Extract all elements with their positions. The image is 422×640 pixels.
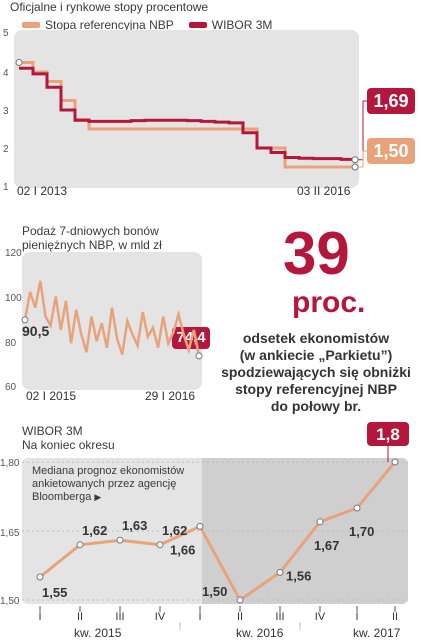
nbp-legend-label: Stopa referencyjna NBP: [45, 18, 174, 32]
stat-unit: proc.: [292, 286, 366, 319]
chart3-data-label: 1,70: [349, 524, 374, 539]
chart3-xtick-label: III: [275, 611, 284, 623]
chart3-data-label: 1,56: [286, 568, 311, 583]
chart3-ytick: 1,65: [0, 528, 20, 539]
chart3-xtick-label: I: [355, 611, 358, 623]
chart2-ytick: 80: [5, 338, 17, 349]
chart3-xtick-label: II: [237, 611, 243, 623]
chart3-point: [36, 573, 44, 581]
chart3-ytick: 1,80: [0, 458, 20, 469]
stat-caption-line: stopy referencyjnej NBP: [235, 381, 397, 397]
chart3-group-label: kw. 2017: [353, 626, 401, 640]
chart1-ytick: 3: [3, 106, 9, 117]
chart1-legend: Stopa referencyjna NBP WIBOR 3M: [22, 18, 272, 32]
wibor-end-leader: [355, 100, 367, 161]
chart1-start-point: [15, 59, 23, 66]
chart1-ytick: 2: [3, 144, 9, 155]
chart3-point: [196, 522, 204, 530]
chart3-point: [76, 541, 84, 549]
wibor-series-line: [19, 66, 357, 161]
chart2-start-label: 90,5: [22, 323, 50, 339]
chart3-data-label: 1,55: [42, 585, 67, 600]
chart3-end-badge: [367, 422, 409, 446]
chart1-xlabel-start: 02 I 2013: [17, 184, 68, 198]
chart3-end-badge-label: 1,8: [376, 425, 400, 444]
chart3-xtick-label: I: [38, 611, 41, 623]
chart3-point: [353, 504, 361, 512]
chart1-xlabel-end: 03 II 2016: [297, 184, 351, 198]
chart2-ytick: 100: [5, 293, 22, 304]
stat-caption-line: do połowy br.: [270, 398, 362, 414]
stat-caption-line: odsetek ekonomistów: [242, 330, 390, 346]
chart1-ytick: 4: [3, 68, 9, 79]
wibor-legend-label: WIBOR 3M: [211, 18, 273, 32]
chart3-data-label: 1,63: [122, 518, 147, 533]
chart3-group-label: kw. 2015: [74, 626, 122, 640]
chart3-xtick-label: II: [392, 611, 398, 623]
chart3-point: [116, 536, 124, 544]
chart3-point: [391, 458, 399, 466]
chart2-end-point: [195, 352, 203, 360]
chart1-title: Oficjalne i rynkowe stopy procentowe: [10, 0, 209, 14]
chart3-point: [156, 541, 164, 549]
chart3-subtitle: Na koniec okresu: [22, 438, 115, 452]
chart3-data-label: 1,66: [170, 542, 195, 557]
chart2-title: Podaż 7-dniowych bonów pieniężnych NBP, …: [22, 224, 162, 252]
stat-caption-line: spodziewających się obniżki: [221, 364, 411, 380]
chart3-series-line: [39, 461, 397, 603]
chart2-start-point: [21, 316, 29, 324]
nbp-end-badge: 1,50: [367, 138, 415, 164]
wibor-end-badge: 1,69: [367, 88, 415, 114]
chart2-xlabel-start: 02 I 2015: [26, 389, 77, 403]
nbp-series-line: [19, 61, 355, 169]
chart1-ytick: 1: [3, 182, 9, 193]
chart3-xtick-label: IV: [155, 611, 166, 623]
chart2-series-line: [23, 280, 201, 357]
stat-caption: odsetek ekonomistów (w ankiecie „Parkiet…: [210, 330, 422, 415]
wibor-end-point: [351, 156, 359, 164]
chart2-xlabel-end: 29 I 2016: [145, 389, 196, 403]
chart3-point: [236, 596, 244, 604]
nbp-legend-swatch: [22, 22, 40, 28]
chart3-ytick: 1,50: [0, 596, 20, 607]
chart2-ytick: 120: [5, 248, 22, 259]
chart3-point: [276, 568, 284, 576]
chart3-xtick-label: I: [198, 611, 201, 623]
wibor-legend-swatch: [188, 22, 207, 28]
chart3-group-label: kw. 2016: [236, 626, 284, 640]
chart3-point: [316, 518, 324, 526]
nbp-end-leader: [355, 150, 367, 168]
chart2-ytick: 60: [5, 382, 17, 393]
chart3-title: WIBOR 3M: [22, 424, 83, 438]
chart3-note-text: Mediana prognoz ekonomistów ankietowanyc…: [32, 465, 185, 503]
stat-caption-line: (w ankiecie „Parkietu”): [239, 347, 393, 363]
chart1-ytick: 5: [3, 28, 9, 39]
chart3-note: Mediana prognoz ekonomistów ankietowanyc…: [32, 465, 207, 504]
chart3-data-label: 1,62: [82, 523, 107, 538]
nbp-end-point: [351, 163, 359, 171]
stat-number: 39: [283, 220, 350, 287]
chart3-data-label: 1,62: [162, 523, 187, 538]
chart3-xtick-label: IV: [315, 611, 326, 623]
triangle-right-icon: ▶: [94, 492, 102, 502]
chart3-data-label: 1,67: [314, 538, 339, 553]
chart3-xtick-label: II: [77, 611, 83, 623]
chart3-data-label: 1,50: [202, 584, 227, 599]
chart3-xtick-label: III: [115, 611, 124, 623]
